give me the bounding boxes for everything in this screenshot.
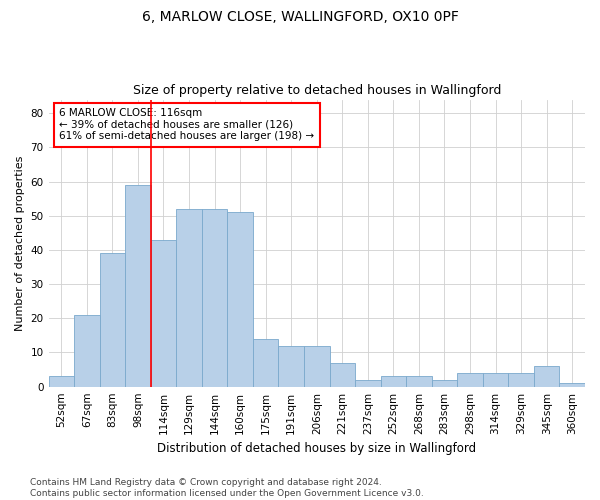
Title: Size of property relative to detached houses in Wallingford: Size of property relative to detached ho…	[133, 84, 501, 97]
Bar	[49, 376, 74, 386]
Bar	[406, 376, 432, 386]
Bar	[227, 212, 253, 386]
Bar	[508, 373, 534, 386]
X-axis label: Distribution of detached houses by size in Wallingford: Distribution of detached houses by size …	[157, 442, 476, 455]
Text: 6 MARLOW CLOSE: 116sqm
← 39% of detached houses are smaller (126)
61% of semi-de: 6 MARLOW CLOSE: 116sqm ← 39% of detached…	[59, 108, 314, 142]
Bar	[559, 384, 585, 386]
Bar	[329, 363, 355, 386]
Bar	[253, 339, 278, 386]
Bar	[125, 185, 151, 386]
Bar	[202, 209, 227, 386]
Y-axis label: Number of detached properties: Number of detached properties	[15, 156, 25, 331]
Text: 6, MARLOW CLOSE, WALLINGFORD, OX10 0PF: 6, MARLOW CLOSE, WALLINGFORD, OX10 0PF	[142, 10, 458, 24]
Text: Contains HM Land Registry data © Crown copyright and database right 2024.
Contai: Contains HM Land Registry data © Crown c…	[30, 478, 424, 498]
Bar	[380, 376, 406, 386]
Bar	[176, 209, 202, 386]
Bar	[355, 380, 380, 386]
Bar	[74, 315, 100, 386]
Bar	[483, 373, 508, 386]
Bar	[534, 366, 559, 386]
Bar	[278, 346, 304, 387]
Bar	[100, 254, 125, 386]
Bar	[432, 380, 457, 386]
Bar	[151, 240, 176, 386]
Bar	[457, 373, 483, 386]
Bar	[304, 346, 329, 387]
